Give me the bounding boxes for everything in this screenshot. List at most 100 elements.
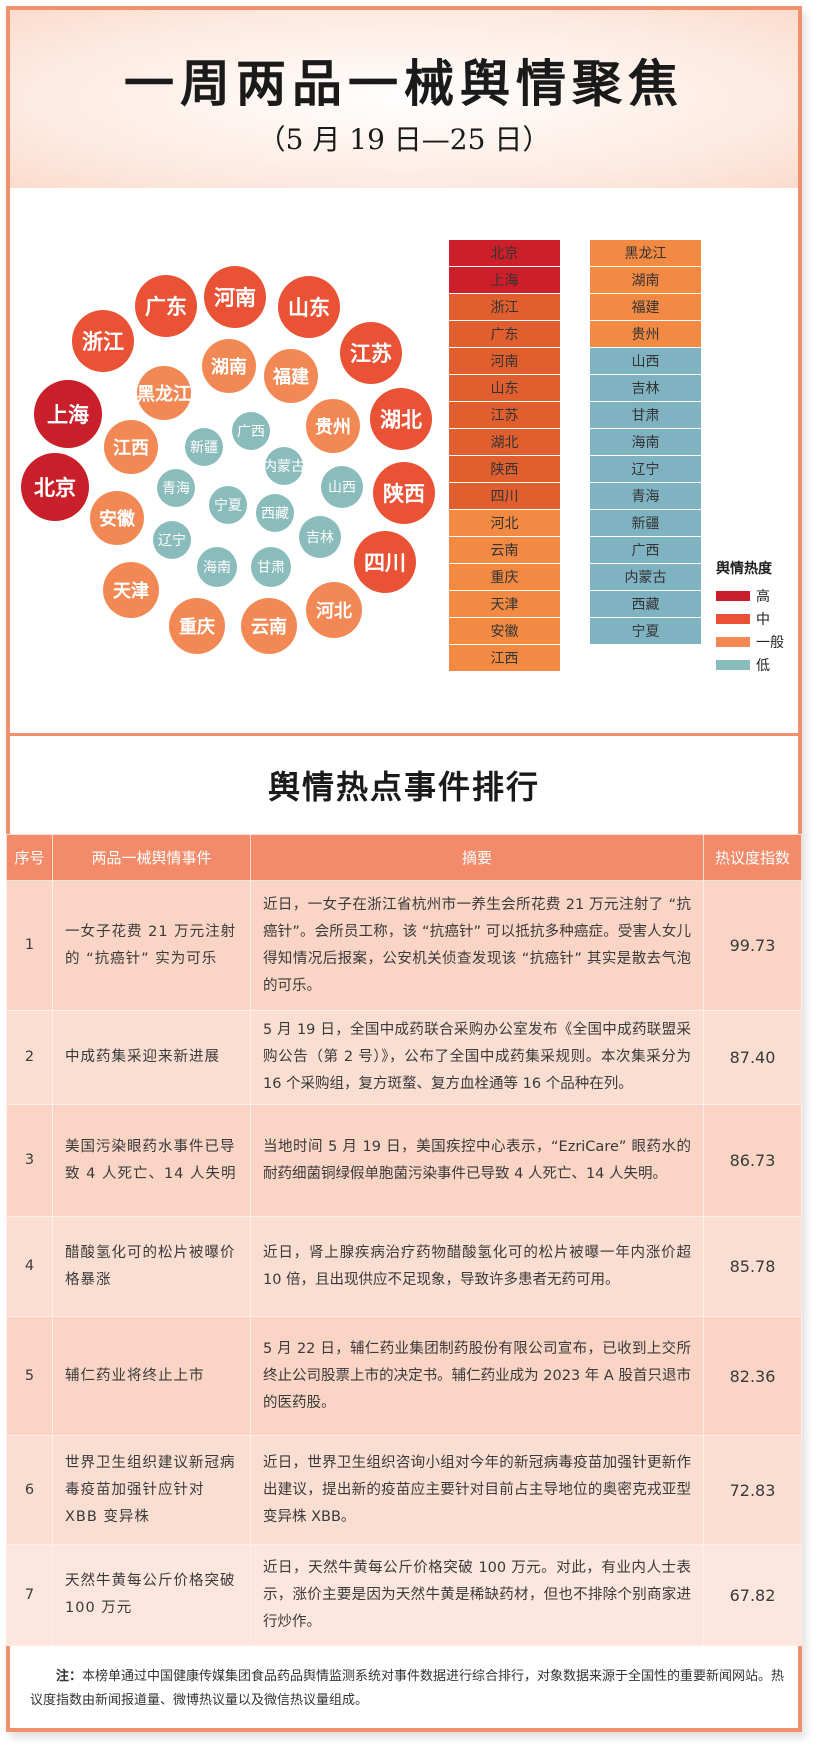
bubble-辽宁: 辽宁 [153, 521, 191, 559]
legend-item: 高 [716, 584, 784, 607]
ranking-cell-贵州: 贵州 [590, 321, 701, 347]
date-range: （5 月 19 日—25 日） [257, 123, 551, 156]
event-title: 醋酸氢化可的松片被曝价格暴涨 [52, 1216, 251, 1317]
table-row: 3 美国污染眼药水事件已导致 4 人死亡、14 人失明 当地时间 5 月 19 日，… [6, 1104, 802, 1217]
ranking-cell-青海: 青海 [590, 483, 701, 509]
infographic-frame: 一周两品一械舆情聚焦 （5 月 19 日—25 日） 广东 河南 山东 浙江 江苏 湖南福… [6, 6, 802, 1732]
event-summary: 5 月 22 日，辅仁药业集团制药股份有限公司宣布，已收到上交所终止公司股票上市… [250, 1316, 704, 1436]
bubble-北京: 北京 [21, 453, 89, 521]
ranking-cell-北京: 北京 [449, 240, 560, 266]
bubble-新疆: 新疆 [185, 428, 223, 466]
ranking-cell-吉林: 吉林 [590, 375, 701, 401]
bubble-西藏: 西藏 [256, 494, 294, 532]
bubble-江苏: 江苏 [340, 322, 402, 384]
event-title: 世界卫生组织建议新冠病毒疫苗加强针应针对 XBB 变异株 [52, 1435, 251, 1545]
legend-label: 高 [756, 588, 770, 605]
legend-swatch [716, 590, 750, 601]
ranking-cell-浙江: 浙江 [449, 294, 560, 320]
bubble-上海: 上海 [34, 380, 102, 448]
bubble-天津: 天津 [103, 562, 159, 618]
ranking-cell-江西: 江西 [449, 645, 560, 671]
legend-label: 低 [756, 657, 770, 674]
ranking-cell-宁夏: 宁夏 [590, 618, 701, 644]
event-title: 辅仁药业将终止上市 [52, 1316, 251, 1436]
bubble-广东: 广东 [135, 275, 197, 337]
section-title: 舆情热点事件排行 [267, 768, 540, 806]
ranking-cell-安徽: 安徽 [449, 618, 560, 644]
event-summary: 近日，天然牛黄每公斤价格突破 100 万元。对此，有业内人士表示，涨价主要是因为… [250, 1544, 704, 1646]
heat-index: 87.40 [703, 1010, 802, 1105]
ranking-cell-湖南: 湖南 [590, 267, 701, 293]
legend-title: 舆情热度 [716, 561, 772, 577]
event-summary: 当地时间 5 月 19 日，美国疾控中心表示，“EzriCare” 眼药水的耐药… [250, 1104, 704, 1217]
row-number: 5 [6, 1316, 53, 1436]
ranking-cell-福建: 福建 [590, 294, 701, 320]
row-number: 6 [6, 1435, 53, 1545]
bubble-宁夏: 宁夏 [209, 486, 247, 524]
events-table: 序号 两品一械舆情事件 摘要 热议度指数 1 一女子花费 21 万元注射的 “抗癌… [6, 834, 802, 1646]
ranking-cell-云南: 云南 [449, 537, 560, 563]
ranking-cell-河南: 河南 [449, 348, 560, 374]
row-number: 4 [6, 1216, 53, 1317]
bubble-河北: 河北 [306, 582, 362, 638]
province-heat-section: 广东 河南 山东 浙江 江苏 湖南 福建 黑龙江 上海 湖北 贵州 江西 广西 新疆 内蒙古 北京 青海 山西 陕西… [10, 188, 798, 736]
footnote-label: 注： [56, 1669, 83, 1684]
row-number: 3 [6, 1104, 53, 1217]
bubble-重庆: 重庆 [169, 598, 225, 654]
legend: 舆情热度 高中一般低 [716, 558, 784, 676]
footnote: 注：本榜单通过中国健康传媒集团食品药品舆情监测系统对事件数据进行综合排行，对象数… [30, 1665, 786, 1713]
bubble-贵州: 贵州 [306, 399, 360, 453]
ranking-cell-海南: 海南 [590, 429, 701, 455]
bubble-云南: 云南 [241, 598, 297, 654]
table-row: 4 醋酸氢化可的松片被曝价格暴涨 近日，肾上腺疾病治疗药物醋酸氢化可的松片被曝一年内… [6, 1216, 802, 1317]
ranking-cell-广东: 广东 [449, 321, 560, 347]
ranking-cell-山西: 山西 [590, 348, 701, 374]
event-title: 中成药集采迎来新进展 [52, 1010, 251, 1105]
ranking-cell-广西: 广西 [590, 537, 701, 563]
row-number: 2 [6, 1010, 53, 1105]
event-title: 一女子花费 21 万元注射的 “抗癌针” 实为可乐 [52, 880, 251, 1011]
heat-index: 82.36 [703, 1316, 802, 1436]
ranking-cell-陕西: 陕西 [449, 456, 560, 482]
legend-label: 一般 [756, 634, 784, 651]
bubble-甘肃: 甘肃 [251, 547, 291, 587]
event-summary: 近日，一女子在浙江省杭州市一养生会所花费 21 万元注射了 “抗癌针”。会所员工… [250, 880, 704, 1011]
bubble-山西: 山西 [321, 466, 363, 508]
ranking-cell-重庆: 重庆 [449, 564, 560, 590]
ranking-cell-山东: 山东 [449, 375, 560, 401]
row-number: 1 [6, 880, 53, 1011]
heat-index: 99.73 [703, 880, 802, 1011]
table-row: 5 辅仁药业将终止上市 5 月 22 日，辅仁药业集团制药股份有限公司宣布，已收到上… [6, 1316, 802, 1436]
heat-index: 86.73 [703, 1104, 802, 1217]
ranking-cell-江苏: 江苏 [449, 402, 560, 428]
ranking-cell-内蒙古: 内蒙古 [590, 564, 701, 590]
legend-item: 低 [716, 653, 784, 676]
table-row: 2 中成药集采迎来新进展 5 月 19 日，全国中成药联合采购办公室发布《全国中成药… [6, 1010, 802, 1105]
col-header-no: 序号 [6, 834, 53, 881]
ranking-cell-黑龙江: 黑龙江 [590, 240, 701, 266]
page-title: 一周两品一械舆情聚焦 [124, 54, 684, 113]
bubble-江西: 江西 [104, 420, 158, 474]
legend-label: 中 [756, 611, 770, 628]
bubble-内蒙古: 内蒙古 [265, 447, 303, 485]
ranking-cell-天津: 天津 [449, 591, 560, 617]
table-row: 1 一女子花费 21 万元注射的 “抗癌针” 实为可乐 近日，一女子在浙江省杭州市一… [6, 880, 802, 1011]
legend-swatch [716, 613, 750, 624]
heat-index: 72.83 [703, 1435, 802, 1545]
ranking-cell-四川: 四川 [449, 483, 560, 509]
table-row: 7 天然牛黄每公斤价格突破 100 万元 近日，天然牛黄每公斤价格突破 100 万元… [6, 1544, 802, 1646]
event-title: 天然牛黄每公斤价格突破 100 万元 [52, 1544, 251, 1646]
row-number: 7 [6, 1544, 53, 1646]
ranking-cell-辽宁: 辽宁 [590, 456, 701, 482]
ranking-cell-上海: 上海 [449, 267, 560, 293]
event-summary: 5 月 19 日，全国中成药联合采购办公室发布《全国中成药联盟采购公告（第 2 … [250, 1010, 704, 1105]
bubble-广西: 广西 [232, 412, 270, 450]
ranking-cell-河北: 河北 [449, 510, 560, 536]
bubble-湖南: 湖南 [202, 339, 256, 393]
ranking-cell-甘肃: 甘肃 [590, 402, 701, 428]
bubble-河南: 河南 [204, 266, 266, 328]
ranking-cell-湖北: 湖北 [449, 429, 560, 455]
bubble-浙江: 浙江 [72, 310, 134, 372]
bubble-吉林: 吉林 [299, 516, 341, 558]
event-title: 美国污染眼药水事件已导致 4 人死亡、14 人失明 [52, 1104, 251, 1217]
